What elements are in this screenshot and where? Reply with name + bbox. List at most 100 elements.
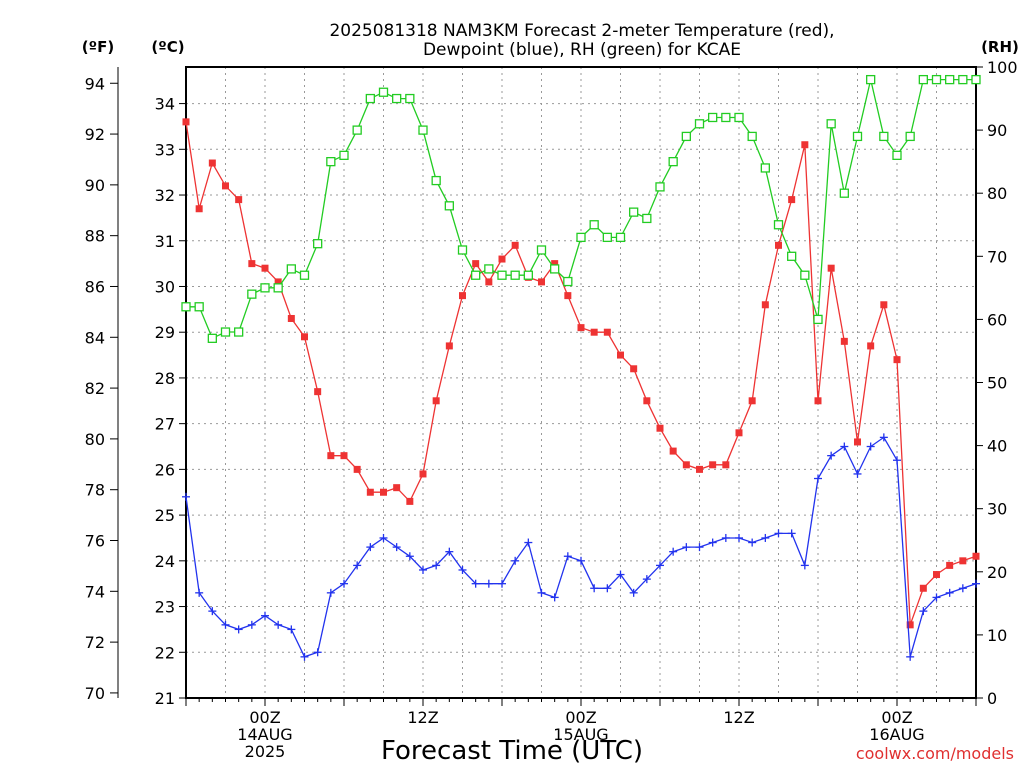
fahrenheit-tick-label: 82 [85,379,105,398]
rh-point [971,74,981,85]
temperature-point [854,438,861,446]
temperature-point [432,397,440,405]
fahrenheit-tick-label: 80 [85,430,105,449]
rh-point [629,207,639,217]
series-line-2 [186,78,976,340]
rh-point [602,232,612,243]
rh-tick-label: 40 [987,437,1007,456]
rh-point [550,264,560,274]
dewpoint-point [748,538,757,547]
dewpoint-point [550,593,559,602]
rh-point [510,270,520,280]
dewpoint-point [721,533,730,542]
rh-point [905,131,915,142]
temperature-point [222,182,229,190]
x-tick-label: 2025 [245,742,286,761]
dewpoint-point [972,579,980,588]
temperature-point [511,241,519,249]
temperature-point [380,488,387,496]
dewpoint-point [313,648,322,657]
temperature-point [959,557,967,565]
rh-point [642,213,652,224]
rh-point [800,270,810,280]
temperature-point [630,365,638,373]
temperature-point [709,461,717,469]
dewpoint-point [958,584,967,593]
dewpoint-point [682,543,691,552]
dewpoint-point [814,474,822,483]
x-tick-label: 00Z [881,708,912,727]
fahrenheit-unit-label: (ºF) [82,38,114,56]
rh-point [945,74,955,85]
credit-text: coolwx.com/models [856,744,1014,763]
fahrenheit-tick-label: 92 [85,125,105,144]
temperature-point [195,205,203,213]
dewpoint-point [787,529,796,538]
dewpoint-point [577,556,585,565]
series-layer [181,74,981,661]
rh-point [866,74,876,85]
celsius-tick-label: 31 [155,232,175,251]
rh-point [484,264,494,274]
gridlines [186,67,976,698]
rh-point [247,289,257,299]
rh-point [457,245,468,255]
temperature-point [248,260,256,268]
rh-tick-label: 10 [987,626,1007,645]
temperature-point [445,342,453,350]
dewpoint-point [761,533,770,542]
temperature-point [919,584,927,592]
dewpoint-point [774,529,783,538]
dewpoint-point [603,584,612,593]
rh-point [313,239,323,249]
temperature-point [696,465,703,473]
rh-point [286,264,296,274]
rh-tick-label: 70 [987,247,1007,266]
dewpoint-point [800,561,809,570]
fahrenheit-tick-label: 74 [85,582,105,601]
dewpoint-point [432,561,441,570]
temperature-point [788,196,796,204]
rh-point [747,131,757,142]
temperature-point [840,337,848,345]
celsius-tick-label: 22 [155,643,175,662]
rh-point [339,150,349,160]
temperature-point [366,488,374,496]
dewpoint-point [827,451,836,460]
fahrenheit-tick-label: 78 [85,481,105,500]
rh-point [852,131,863,142]
dewpoint-point [840,442,849,451]
dewpoint-point [537,588,546,597]
temperature-point [669,447,677,455]
rh-point [958,74,968,85]
temperature-point [801,141,809,149]
celsius-tick-label: 24 [155,552,175,571]
dewpoint-point [642,575,651,584]
temperature-point [261,264,269,272]
temperature-point [538,278,545,286]
rh-point [273,283,283,293]
rh-tick-label: 30 [987,500,1007,519]
temperature-point [340,452,348,460]
x-tick-label: 16AUG [869,725,924,744]
dewpoint-point [340,579,348,588]
temperature-point [577,324,585,332]
rh-point [655,182,665,192]
dewpoint-point [234,625,243,634]
rh-point [431,175,441,186]
celsius-tick-label: 29 [155,323,175,342]
dewpoint-point [656,561,664,570]
dewpoint-point [353,561,362,570]
fahrenheit-tick-label: 90 [85,176,105,195]
dewpoint-point [932,593,941,602]
rh-point [326,156,336,167]
rh-point [787,251,797,261]
temperature-point [301,333,308,341]
dewpoint-point [195,588,204,597]
dewpoint-point [287,625,296,634]
temperature-point [498,255,506,263]
rh-point [378,87,389,97]
temperature-point [972,552,980,560]
temperature-point [472,260,480,268]
chart-title-line2: Dewpoint (blue), RH (green) for KCAE [423,40,741,60]
